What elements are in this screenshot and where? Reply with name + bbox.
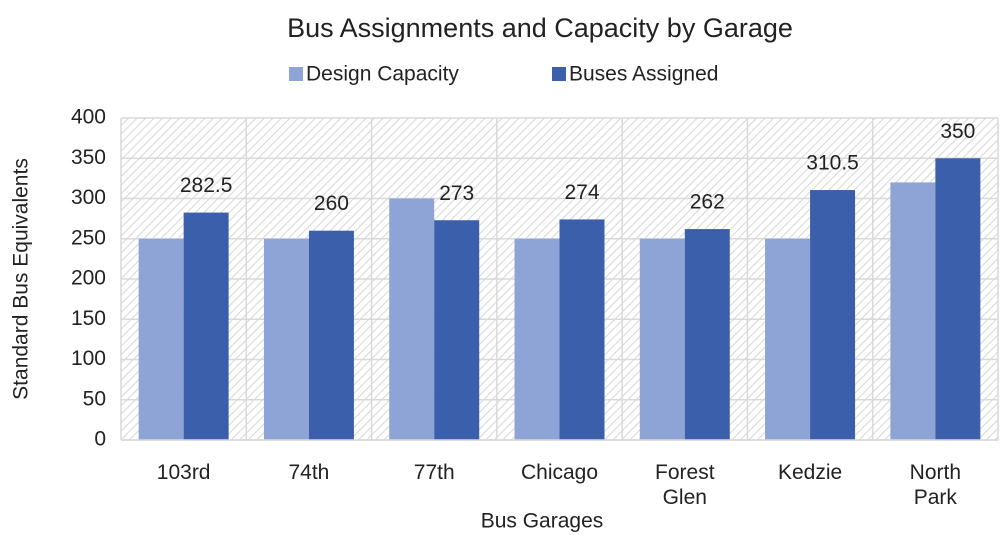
bar: [559, 219, 605, 440]
y-tick-label: 0: [94, 428, 106, 451]
bar: [639, 238, 685, 440]
data-label: 282.5: [180, 174, 233, 197]
legend-swatch: [289, 67, 303, 81]
bar: [138, 238, 184, 440]
bar: [890, 182, 936, 440]
bar: [810, 190, 856, 440]
y-axis-title: Standard Bus Equivalents: [10, 158, 33, 400]
legend-swatch: [552, 67, 566, 81]
legend-label: Buses Assigned: [569, 63, 718, 86]
data-label: 350: [940, 120, 975, 143]
y-tick-label: 400: [71, 106, 106, 129]
x-tick-label: 103rd: [156, 461, 211, 484]
x-tick-label: North Park: [909, 461, 962, 509]
y-tick-label: 50: [83, 387, 106, 410]
bar: [263, 238, 309, 440]
data-label: 310.5: [806, 152, 859, 175]
y-tick-label: 300: [71, 186, 106, 209]
x-tick-label: 77th: [413, 461, 455, 484]
data-label: 273: [439, 182, 474, 205]
bar: [684, 229, 730, 440]
y-tick-label: 200: [71, 267, 106, 290]
y-tick-label: 150: [71, 307, 106, 330]
x-tick-label: 74th: [288, 461, 330, 484]
data-label: 262: [690, 191, 725, 214]
bar: [765, 238, 811, 440]
bar: [434, 220, 480, 440]
y-tick-label: 350: [71, 146, 106, 169]
x-tick-label: Forest Glen: [655, 461, 715, 509]
x-tick-label: Chicago: [520, 461, 599, 484]
bar: [514, 238, 560, 440]
bar: [389, 198, 435, 440]
x-tick-label: Kedzie: [777, 461, 843, 484]
y-tick-label: 250: [71, 226, 106, 249]
chart-title: Bus Assignments and Capacity by Garage: [287, 13, 793, 43]
data-label: 260: [314, 192, 349, 215]
x-axis-title: Bus Garages: [481, 510, 604, 533]
bar: [183, 212, 229, 440]
y-tick-label: 100: [71, 347, 106, 370]
data-label: 274: [564, 181, 599, 204]
bar: [935, 158, 981, 440]
legend-label: Design Capacity: [306, 63, 459, 86]
bar: [308, 230, 354, 440]
